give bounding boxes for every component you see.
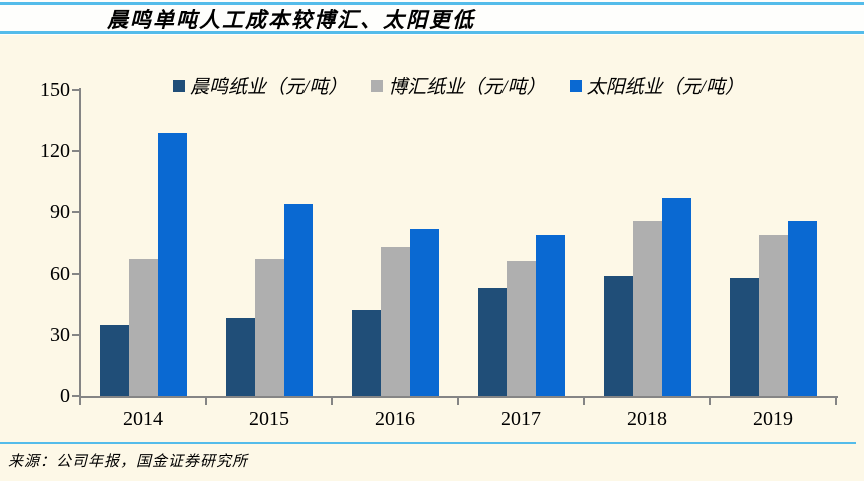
bar-sun-2018 — [661, 198, 691, 396]
chart-legend: 晨鸣纸业（元/吨） 博汇纸业（元/吨） 太阳纸业（元/吨） — [173, 72, 744, 99]
y-axis-label: 60 — [50, 262, 70, 285]
legend-label-bohui: 博汇纸业（元/吨） — [388, 77, 546, 98]
legend-label-chenming: 晨鸣纸业（元/吨） — [190, 77, 348, 98]
x-axis-label: 2016 — [375, 408, 415, 430]
y-axis-tick — [72, 211, 79, 214]
bar-sun-2017 — [535, 234, 565, 396]
bar-chenming-2014 — [99, 324, 129, 396]
chart-title: 晨鸣单吨人工成本较博汇、太阳更低 — [107, 8, 475, 32]
x-axis-tick — [457, 398, 459, 405]
y-axis-label: 30 — [50, 323, 70, 346]
bar-sun-2016 — [409, 228, 439, 396]
x-axis-line — [79, 396, 838, 398]
source-note: 来源：公司年报，国金证券研究所 — [8, 454, 249, 470]
y-axis-line — [79, 88, 81, 396]
bar-chenming-2015 — [225, 318, 255, 396]
x-axis-label: 2015 — [249, 408, 289, 430]
y-axis-label: 150 — [40, 79, 70, 101]
x-axis-tick — [79, 398, 81, 405]
legend-swatch-chenming — [173, 79, 185, 92]
bar-bohui-2016 — [380, 247, 410, 396]
y-axis-tick — [72, 272, 79, 275]
legend-swatch-bohui — [371, 79, 384, 92]
x-axis-label: 2019 — [753, 408, 793, 430]
source-divider-rule — [0, 442, 856, 444]
x-axis-tick — [583, 398, 585, 405]
x-axis-label: 2018 — [627, 408, 667, 430]
bar-sun-2015 — [283, 204, 313, 396]
bar-bohui-2015 — [254, 259, 284, 396]
x-axis-tick — [205, 398, 207, 405]
y-axis-tick — [72, 89, 79, 91]
legend-label-sun: 太阳纸业（元/吨） — [586, 77, 744, 98]
title-top-rule — [0, 2, 864, 5]
y-axis-label: 90 — [50, 201, 70, 224]
title-bottom-rule — [0, 31, 864, 34]
x-axis-label: 2017 — [501, 408, 541, 430]
legend-item-bohui: 博汇纸业（元/吨） — [371, 72, 546, 99]
chart-title-bar: 晨鸣单吨人工成本较博汇、太阳更低 — [0, 0, 864, 35]
y-axis-tick — [72, 395, 79, 397]
x-axis-tick — [331, 398, 333, 405]
x-axis-tick — [835, 398, 837, 405]
y-axis-label: 0 — [60, 385, 70, 407]
x-axis-label: 2014 — [123, 408, 163, 430]
bar-bohui-2018 — [632, 220, 662, 396]
y-axis-label: 120 — [40, 140, 70, 163]
bar-chenming-2016 — [351, 310, 381, 396]
legend-item-sun: 太阳纸业（元/吨） — [569, 72, 744, 99]
x-axis-tick — [709, 398, 711, 405]
bar-bohui-2017 — [506, 261, 536, 396]
legend-swatch-sun — [569, 79, 582, 92]
bar-chenming-2019 — [729, 277, 759, 396]
bar-bohui-2014 — [128, 259, 158, 396]
bar-chenming-2017 — [477, 287, 507, 396]
y-axis-tick — [72, 150, 79, 153]
bar-bohui-2019 — [758, 234, 788, 396]
y-axis-tick — [72, 333, 79, 336]
bar-sun-2019 — [787, 220, 817, 396]
legend-item-chenming: 晨鸣纸业（元/吨） — [173, 72, 347, 99]
bar-chenming-2018 — [603, 275, 633, 396]
bar-sun-2014 — [157, 132, 187, 396]
